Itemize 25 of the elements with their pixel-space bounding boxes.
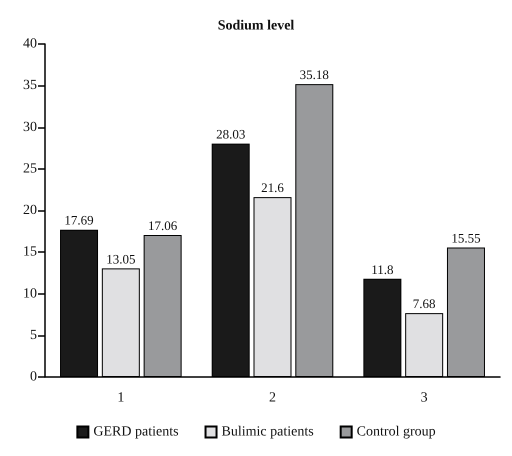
x-tick-label: 3 xyxy=(420,390,428,406)
data-label: 17.69 xyxy=(64,212,94,228)
x-tick-label: 1 xyxy=(117,390,124,406)
data-label: 15.55 xyxy=(451,230,481,246)
x-tick-label: 2 xyxy=(269,390,276,406)
data-label: 11.8 xyxy=(371,262,394,277)
data-label: 13.05 xyxy=(106,251,136,266)
legend-label: Control group xyxy=(356,424,436,440)
y-tick-label: 10 xyxy=(23,286,37,302)
legend-label: GERD patients xyxy=(93,424,179,440)
data-label: 21.6 xyxy=(261,180,284,196)
y-tick-label: 30 xyxy=(23,120,37,135)
y-tick-label: 15 xyxy=(23,244,37,260)
y-tick-label: 5 xyxy=(30,328,37,343)
chart-title: Sodium level xyxy=(218,18,294,34)
y-tick-label: 40 xyxy=(23,36,37,52)
y-tick-label: 0 xyxy=(30,370,37,384)
y-tick-label: 20 xyxy=(23,203,37,218)
data-label: 17.06 xyxy=(148,218,178,233)
y-tick-label: 25 xyxy=(23,161,37,176)
data-label: 7.68 xyxy=(412,296,436,312)
y-tick-label: 35 xyxy=(23,78,37,94)
data-label: 35.18 xyxy=(300,67,329,82)
data-label: 28.03 xyxy=(216,126,246,142)
legend-label: Bulimic patients xyxy=(222,424,314,440)
